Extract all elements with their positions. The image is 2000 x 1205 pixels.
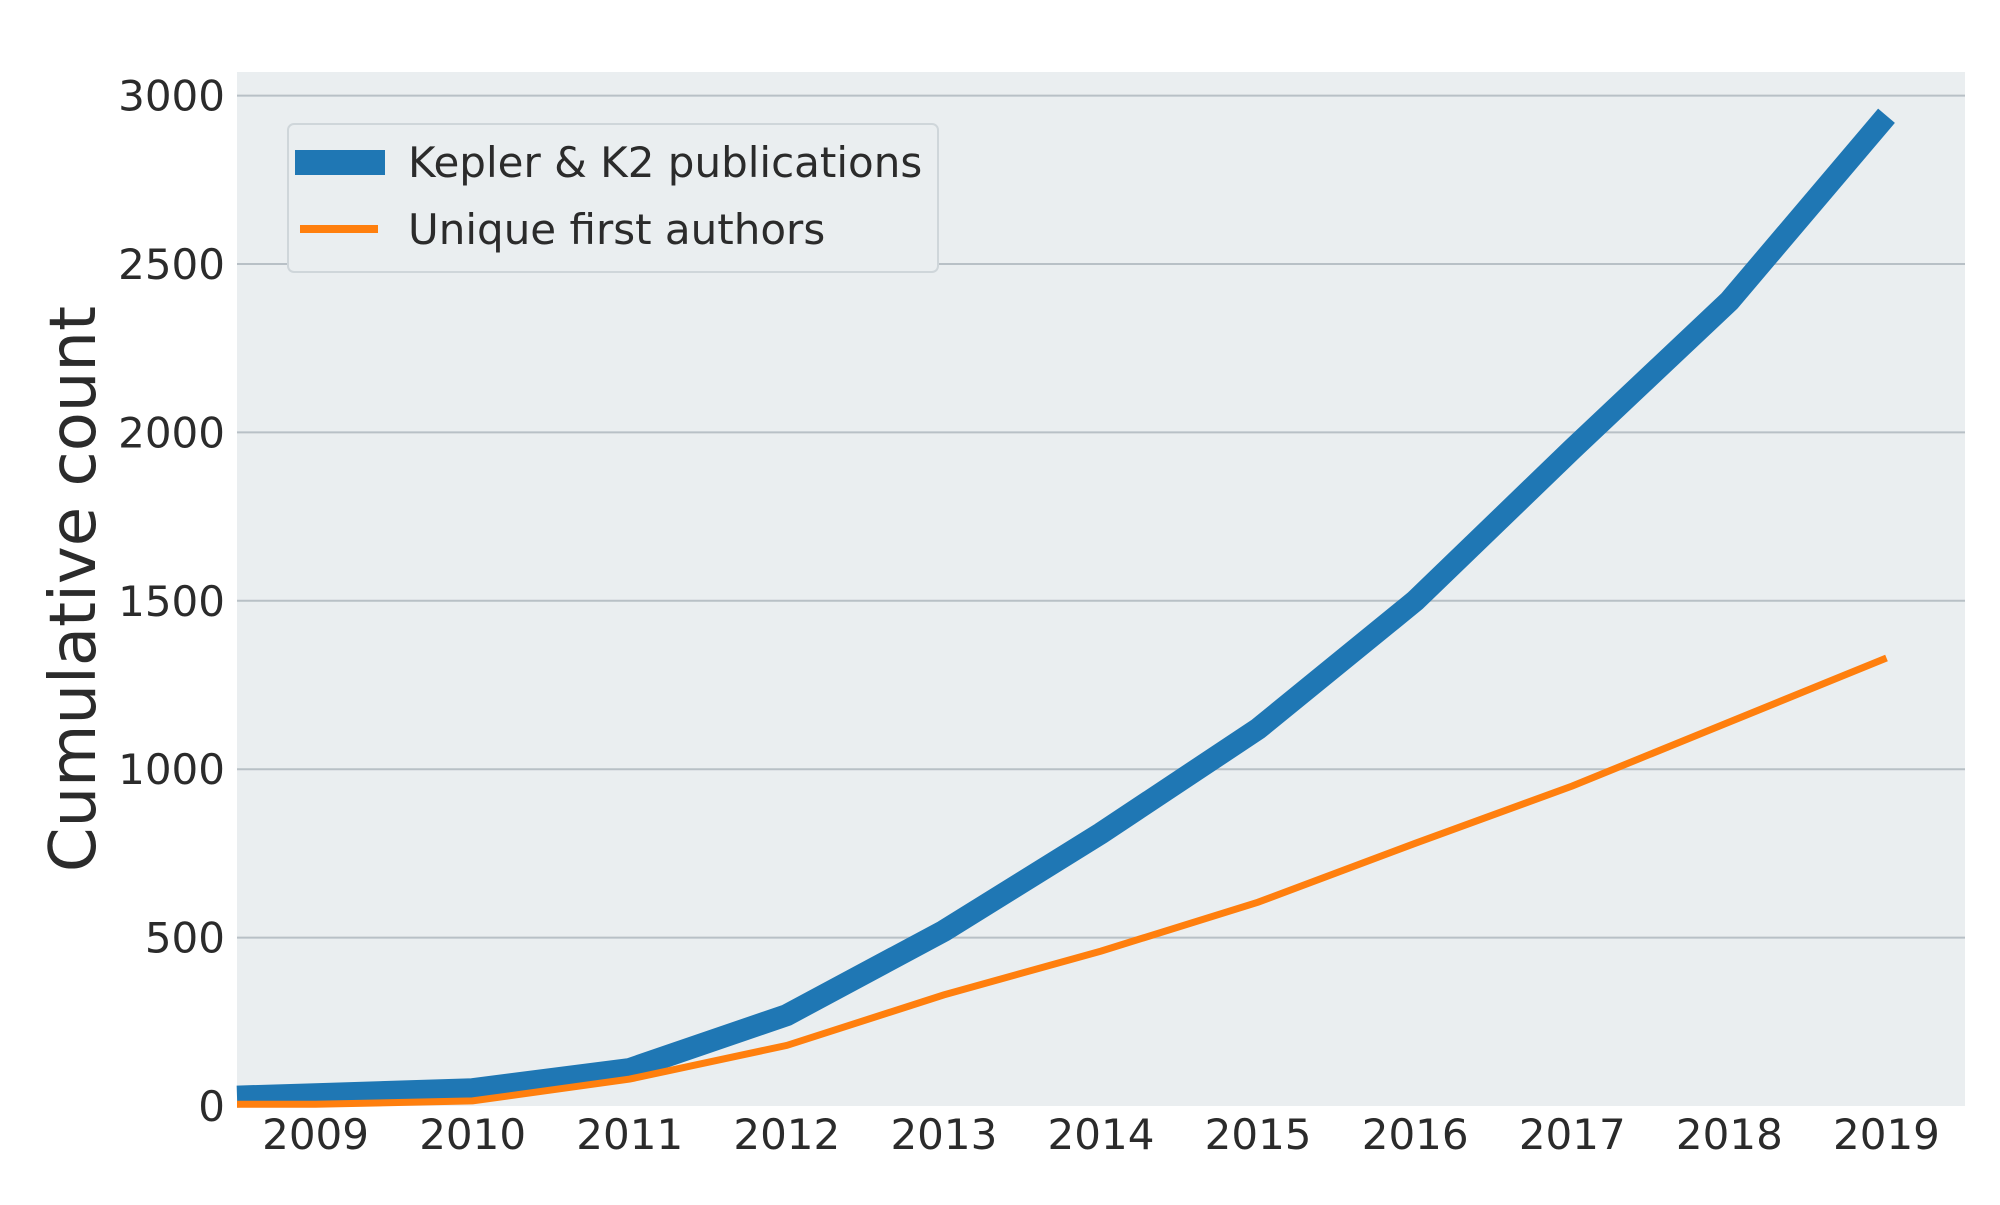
gridlines bbox=[237, 94, 1965, 939]
y-tick-label-500: 500 bbox=[145, 914, 225, 963]
y-tick-label-0: 0 bbox=[198, 1082, 225, 1131]
x-tick-label-2016: 2016 bbox=[1362, 1110, 1469, 1159]
x-tick-label-2012: 2012 bbox=[733, 1110, 840, 1159]
x-tick-label-2015: 2015 bbox=[1205, 1110, 1312, 1159]
legend-label-first-authors: Unique first authors bbox=[408, 205, 825, 254]
series-line-first-authors bbox=[237, 654, 1888, 1108]
y-tick-label-2500: 2500 bbox=[118, 240, 225, 289]
x-tick-label-2009: 2009 bbox=[262, 1110, 369, 1159]
y-tick-label-1500: 1500 bbox=[118, 577, 225, 626]
y-tick-label-1000: 1000 bbox=[118, 745, 225, 794]
legend-label-publications: Kepler & K2 publications bbox=[408, 138, 922, 187]
x-tick-labels: 2009 2010 2011 2012 2013 2014 2015 2016 2017 2018… bbox=[262, 1110, 1940, 1159]
x-tick-label-2019: 2019 bbox=[1833, 1110, 1940, 1159]
y-tick-labels: 0 500 1000 1500 2000 2500 3000 bbox=[118, 72, 225, 1131]
y-axis-title: Cumulative count bbox=[37, 306, 111, 872]
series-lines bbox=[236, 108, 1895, 1108]
x-tick-label-2014: 2014 bbox=[1048, 1110, 1155, 1159]
x-tick-label-2018: 2018 bbox=[1676, 1110, 1783, 1159]
x-tick-label-2010: 2010 bbox=[419, 1110, 526, 1159]
legend: Kepler & K2 publications Unique first au… bbox=[287, 123, 939, 273]
x-tick-label-2011: 2011 bbox=[576, 1110, 683, 1159]
series-line-publications bbox=[236, 108, 1895, 1108]
legend-swatch-publications bbox=[295, 150, 385, 175]
x-tick-label-2017: 2017 bbox=[1519, 1110, 1626, 1159]
legend-frame bbox=[287, 123, 939, 273]
y-tick-label-2000: 2000 bbox=[118, 408, 225, 457]
y-tick-label-3000: 3000 bbox=[118, 72, 225, 121]
x-tick-label-2013: 2013 bbox=[890, 1110, 997, 1159]
